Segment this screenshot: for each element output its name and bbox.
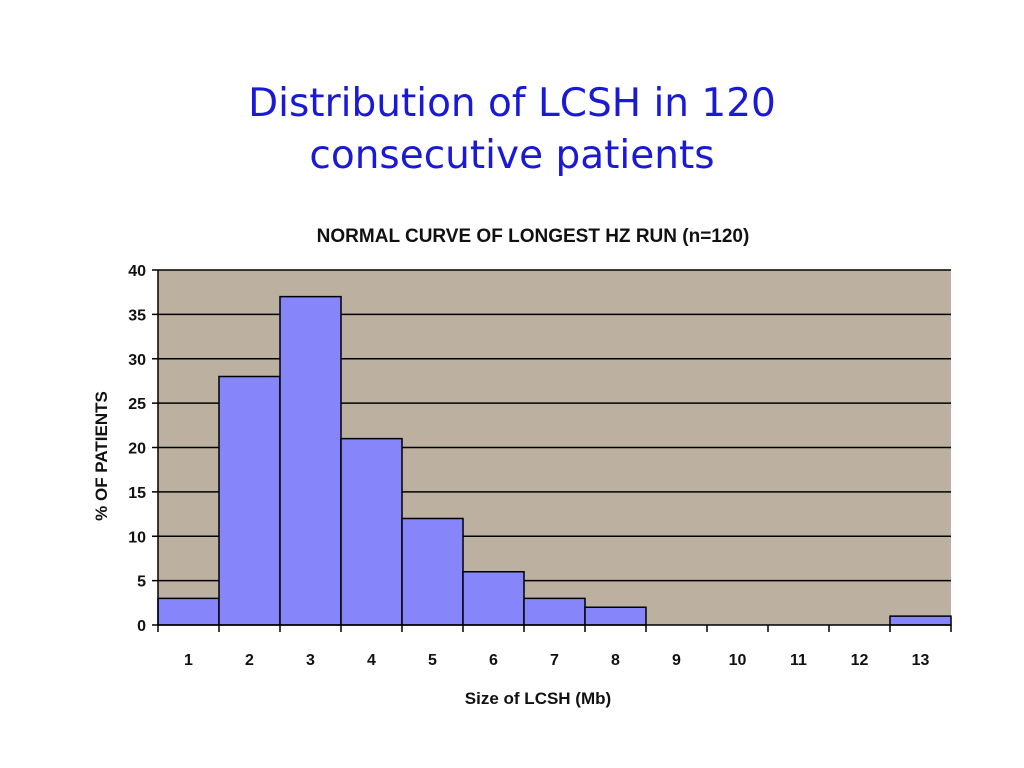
x-tick-label: 4 xyxy=(367,652,376,669)
x-tick-label: 3 xyxy=(306,652,315,669)
y-axis-label: % OF PATIENTS xyxy=(92,391,111,521)
x-tick-label: 12 xyxy=(851,652,869,669)
bars xyxy=(157,295,952,626)
bar-7 xyxy=(523,597,586,626)
y-tick-label: 0 xyxy=(137,618,146,635)
x-tick-label: 2 xyxy=(245,652,254,669)
y-tick-label: 10 xyxy=(128,529,146,546)
slide-title-line-2: consecutive patients xyxy=(309,133,715,178)
slide-title-line-1: Distribution of LCSH in 120 xyxy=(248,81,776,126)
x-tick-label: 6 xyxy=(489,652,498,669)
x-tick-label: 13 xyxy=(912,652,930,669)
y-tick-label: 5 xyxy=(137,574,146,591)
bar-5 xyxy=(401,517,464,626)
y-tick-label: 20 xyxy=(128,441,146,458)
x-tick-label: 10 xyxy=(729,652,747,669)
y-tick-label: 15 xyxy=(128,485,146,502)
y-tick-label: 40 xyxy=(128,263,146,280)
bar-8 xyxy=(584,606,647,626)
y-tick-label: 25 xyxy=(128,396,146,413)
x-tick-labels: 1 2 3 4 5 6 7 8 9 10 11 12 13 xyxy=(184,652,929,669)
y-tick-label: 30 xyxy=(128,352,146,369)
x-tick-label: 1 xyxy=(184,652,193,669)
bar-4 xyxy=(340,437,403,626)
axis-ticks xyxy=(152,269,952,632)
bar-2 xyxy=(218,375,281,626)
x-tick-label: 8 xyxy=(611,652,620,669)
y-tick-labels: 0 5 10 15 20 25 30 35 40 xyxy=(128,263,146,635)
bar-1 xyxy=(157,597,220,626)
slide-title: Distribution of LCSH in 120 consecutive … xyxy=(0,78,1024,182)
y-tick-label: 35 xyxy=(128,307,146,324)
x-tick-label: 11 xyxy=(790,652,807,669)
bar-13 xyxy=(889,615,952,626)
bar-6 xyxy=(462,571,525,626)
x-tick-label: 9 xyxy=(672,652,681,669)
x-tick-label: 7 xyxy=(550,652,559,669)
bar-3 xyxy=(279,295,342,626)
chart-title: NORMAL CURVE OF LONGEST HZ RUN (n=120) xyxy=(317,226,750,247)
x-tick-label: 5 xyxy=(428,652,437,669)
x-axis-label: Size of LCSH (Mb) xyxy=(465,689,611,708)
